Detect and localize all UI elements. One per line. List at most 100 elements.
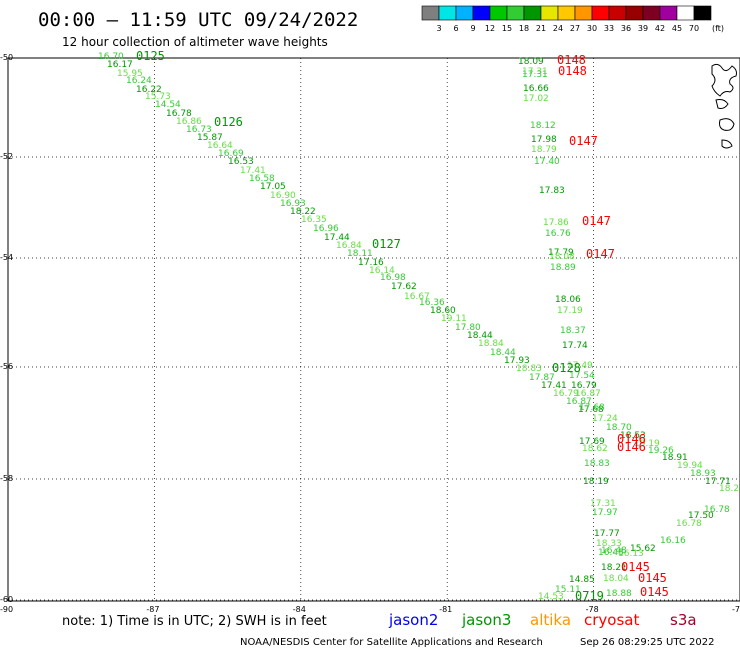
swh-label: 17.98: [531, 135, 557, 145]
swh-label: 16.76: [545, 229, 571, 239]
swh-label: 15.11: [555, 585, 581, 595]
swh-label: 18.83: [516, 364, 542, 374]
colorbar-swatch: [642, 5, 661, 21]
swh-label: 17.62: [391, 282, 417, 292]
pass-label: 0128: [552, 361, 581, 375]
mission-legend-item: s3a: [670, 611, 697, 629]
swh-label: 16.73: [186, 125, 212, 135]
x-tick-label: -87: [146, 605, 159, 614]
swh-label: 17.71: [705, 477, 731, 487]
swh-label: 16.93: [280, 199, 306, 209]
y-tick-label: -58: [0, 474, 13, 483]
colorbar-label: 36: [621, 24, 631, 33]
swh-label: 18.70: [606, 423, 632, 433]
swh-label: 18.62: [582, 444, 608, 454]
swh-label: 19.94: [677, 461, 703, 471]
pass-label: 0146: [617, 440, 646, 454]
swh-label: 15.95: [117, 69, 143, 79]
swh-label: 19.19: [634, 439, 660, 449]
swh-label: 17.79: [548, 248, 574, 258]
swh-label: 19.26: [648, 446, 674, 456]
swh-label: 17.02: [523, 94, 549, 104]
mission-legend-item: altika: [530, 611, 571, 629]
swh-label: 16.16: [660, 536, 686, 546]
colorbar-label: 39: [638, 24, 648, 33]
colorbar-label: 3: [436, 24, 441, 33]
swh-label: 16.35: [301, 215, 327, 225]
footer-credit: NOAA/NESDIS Center for Satellite Applica…: [240, 637, 543, 648]
swh-label: 16.78: [166, 109, 192, 119]
pass-label: 0145: [621, 560, 650, 574]
colorbar-label: 9: [470, 24, 475, 33]
swh-label: 15.73: [145, 92, 171, 102]
footer-timestamp: Sep 26 08:29:25 UTC 2022: [580, 637, 714, 648]
swh-label: 18.33: [596, 539, 622, 549]
x-tick-label: -81: [439, 605, 452, 614]
swh-label: 18.04: [603, 574, 629, 584]
track-jason3-a: 16.7016.1715.9516.2416.2215.7314.5416.78…: [98, 52, 739, 494]
x-tick-label: -84: [293, 605, 306, 614]
swh-label: 17.69: [579, 437, 605, 447]
swh-label: 17.97: [592, 508, 618, 518]
swh-label: 18.22: [290, 207, 316, 217]
pass-label: 0147: [569, 134, 598, 148]
swh-label: 16.69: [218, 149, 244, 159]
colorbar-swatch: [540, 5, 559, 21]
swh-label: 18.21: [601, 563, 627, 573]
swh-label: 17.68: [578, 405, 604, 415]
colorbar-swatch: [523, 5, 542, 21]
swh-label: 17.44: [324, 233, 350, 243]
coastline-icon: [711, 63, 737, 149]
swh-label: 17.05: [260, 182, 286, 192]
swh-label: 16.90: [270, 191, 296, 201]
pass-label: 0145: [640, 585, 669, 599]
swh-label: 16.13: [618, 549, 644, 559]
pass-label: 0147: [586, 247, 615, 261]
colorbar-swatch: [455, 5, 474, 21]
colorbar-label: 15: [502, 24, 512, 33]
colorbar-swatch: [421, 5, 440, 21]
swh-label: 18.84: [478, 339, 504, 349]
swh-label: 18.53: [620, 431, 646, 441]
mission-legend-item: cryosat: [584, 611, 639, 629]
swh-label: 16.36: [419, 298, 445, 308]
colorbar-swatch: [591, 5, 610, 21]
colorbar-swatch: [574, 5, 593, 21]
mission-legend: jason2 jason3 altika cryosat s3a: [388, 611, 697, 629]
colorbar-unit: (ft): [712, 24, 724, 33]
colorbar-label: 18: [519, 24, 529, 33]
colorbar-swatch: [489, 5, 508, 21]
swh-label: 18.12: [530, 121, 556, 131]
pass-label: 0719: [575, 589, 604, 603]
swh-label: 17.83: [539, 186, 565, 196]
grid-lines: [8, 57, 740, 601]
swh-label: 18.19: [583, 477, 609, 487]
colorbar-label: 33: [604, 24, 614, 33]
swh-label: 16.66: [523, 84, 549, 94]
colorbar-label: 27: [570, 24, 580, 33]
swh-label: 14.53: [538, 592, 564, 602]
swh-label: 16.22: [136, 85, 162, 95]
swh-label: 15.87: [197, 133, 223, 143]
swh-label: 16.48: [601, 546, 627, 556]
colorbar-swatch: [625, 5, 644, 21]
colorbar-swatch: [557, 5, 576, 21]
swh-label: 17.31: [522, 67, 548, 77]
swh-label: 17.41: [240, 166, 266, 176]
legend-note: note: 1) Time is in UTC; 2) SWH is in fe…: [62, 614, 327, 629]
colorbar-label: 24: [553, 24, 563, 33]
swh-label: 18.79: [531, 145, 557, 155]
corner-label: -90: [0, 605, 13, 614]
pass-label: 0147: [582, 214, 611, 228]
swh-label: 18.83: [584, 459, 610, 469]
swh-label: 18.09: [518, 57, 544, 67]
swh-label: 17.19: [557, 306, 583, 316]
swh-label: 17.41: [541, 381, 567, 391]
colorbar-swatch: [659, 5, 678, 21]
swh-label: 16.79: [553, 389, 579, 399]
colorbar-swatch: [608, 5, 627, 21]
pass-label: 0125: [136, 49, 165, 63]
swh-label: 18.93: [690, 469, 716, 479]
